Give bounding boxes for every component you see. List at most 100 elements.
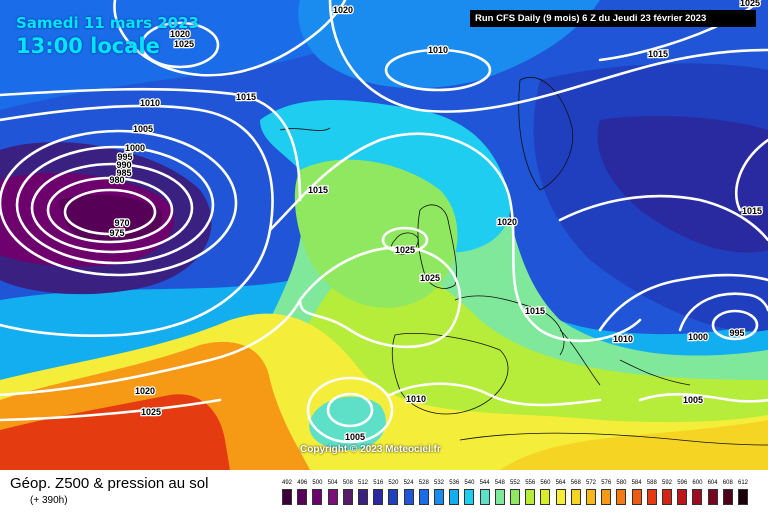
scale-swatch <box>631 489 642 505</box>
scale-label: 500 <box>312 480 323 486</box>
isobar-label: 1020 <box>497 217 517 227</box>
field-red <box>0 394 230 470</box>
scale-swatch <box>449 489 460 505</box>
scale-swatch <box>738 489 748 505</box>
scale-swatch <box>616 489 627 505</box>
scale-swatch <box>510 489 520 505</box>
scale-label: 612 <box>738 480 749 486</box>
isobar-label: 980 <box>109 175 124 185</box>
scale-label: 560 <box>540 480 551 486</box>
model-run-info: Run CFS Daily (9 mois) 6 Z du Jeudi 23 f… <box>470 10 756 27</box>
scale-label: 568 <box>570 480 581 486</box>
isobar-label: 1010 <box>140 98 160 108</box>
isobars <box>0 0 768 444</box>
scale-swatch <box>327 489 338 505</box>
scale-swatch <box>388 489 399 505</box>
scale-label: 592 <box>662 480 673 486</box>
scale-label: 600 <box>692 480 703 486</box>
isobar-label: 1025 <box>740 0 760 8</box>
isobar-label: 1005 <box>133 124 153 134</box>
scale-label: 508 <box>342 480 353 486</box>
scale-swatch <box>677 489 688 505</box>
scale-swatch <box>464 489 475 505</box>
isobar-label: 1020 <box>135 386 155 396</box>
isobar-label: 1010 <box>613 334 633 344</box>
isobar-label: 1020 <box>333 5 353 15</box>
scale-label: 512 <box>358 480 369 486</box>
scale-swatch <box>434 489 444 505</box>
scale-swatch <box>601 489 612 505</box>
scale-label: 524 <box>403 480 414 486</box>
scale-label: 536 <box>449 480 460 486</box>
isobar-label: 1015 <box>648 49 668 59</box>
scale-label: 552 <box>510 480 521 486</box>
scale-swatch <box>646 489 657 505</box>
scale-swatch <box>494 489 505 505</box>
isobar-label: 1015 <box>308 185 328 195</box>
isobar-label: 1000 <box>125 143 145 153</box>
scale-label: 532 <box>434 480 445 486</box>
scale-label: 492 <box>282 480 293 486</box>
scale-swatch <box>418 489 429 505</box>
scale-swatch <box>540 489 551 505</box>
scale-label: 576 <box>601 480 612 486</box>
scale-swatch <box>692 489 703 505</box>
copyright-notice: Copyright © 2023 Meteociel.fr <box>300 444 441 455</box>
scale-label: 580 <box>616 480 627 486</box>
scale-swatch <box>479 489 490 505</box>
field-yellow-east <box>500 420 768 470</box>
isobar-label: 995 <box>729 328 744 338</box>
scale-swatch <box>403 489 414 505</box>
scale-label: 520 <box>388 480 399 486</box>
scale-swatch <box>358 489 368 505</box>
scale-swatch <box>555 489 566 505</box>
scale-label: 548 <box>494 480 505 486</box>
scale-label: 556 <box>525 480 536 486</box>
scale-swatch <box>722 489 733 505</box>
forecast-range: (+ 390h) <box>30 495 68 506</box>
isobar-label: 1010 <box>428 45 448 55</box>
isobar-label: 1005 <box>683 395 703 405</box>
isobar-label: 990 <box>116 160 131 170</box>
isobar-label: 1025 <box>420 273 440 283</box>
isobar-label: 985 <box>116 168 131 178</box>
scale-swatch <box>707 489 718 505</box>
product-title: Géop. Z500 & pression au sol <box>10 475 209 492</box>
isobar-label: 1015 <box>525 306 545 316</box>
scale-label: 528 <box>418 480 429 486</box>
isobar-label: 995 <box>117 152 132 162</box>
scale-label: 564 <box>555 480 566 486</box>
scale-swatch <box>570 489 581 505</box>
isobar-label: 1025 <box>174 39 194 49</box>
field-lightgreen-center <box>294 159 458 308</box>
scale-label: 544 <box>479 480 490 486</box>
scale-label: 540 <box>464 480 475 486</box>
coastlines <box>279 77 768 446</box>
scale-label: 588 <box>646 480 657 486</box>
isobar-label: 1025 <box>141 407 161 417</box>
scale-label: 584 <box>631 480 642 486</box>
scale-swatch <box>297 489 308 505</box>
scale-label: 608 <box>722 480 733 486</box>
scale-label: 572 <box>586 480 597 486</box>
forecast-date: Samedi 11 mars 2023 <box>16 14 199 32</box>
scale-swatch <box>525 489 536 505</box>
scale-label: 604 <box>707 480 718 486</box>
scale-label: 504 <box>327 480 338 486</box>
scale-swatch <box>662 489 672 505</box>
field-east-deep <box>597 115 768 253</box>
isobar-label: 1015 <box>742 206 762 216</box>
scale-swatch <box>586 489 596 505</box>
scale-swatch <box>312 489 323 505</box>
geopotential-map: 1020 1025 1020 1010 1015 1010 1015 1005 … <box>0 0 768 470</box>
isobar-label: 1010 <box>406 394 426 404</box>
scale-swatch <box>373 489 384 505</box>
scale-swatch <box>342 489 353 505</box>
isobar-label: 1015 <box>236 92 256 102</box>
scale-label: 496 <box>297 480 308 486</box>
isobar-label: 1005 <box>345 432 365 442</box>
isobar-label: 1025 <box>395 245 415 255</box>
isobar-label: 970 <box>114 218 129 228</box>
color-scale-legend: 492 496 500 504 508 512 516 520 524 528 532 536 540 5… <box>282 480 752 508</box>
